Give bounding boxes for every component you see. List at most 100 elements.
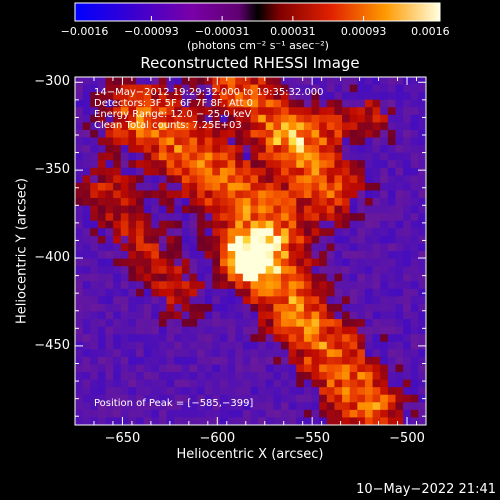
heatmap-cell xyxy=(181,122,191,131)
heatmap-cell xyxy=(197,205,206,214)
heatmap-cell xyxy=(403,84,412,93)
heatmap-cell xyxy=(189,122,198,131)
heatmap-cell xyxy=(281,326,290,335)
heatmap-cell xyxy=(189,84,198,93)
heatmap-cell xyxy=(151,92,160,101)
heatmap-cell xyxy=(151,122,160,131)
heatmap-cell xyxy=(212,296,221,305)
heatmap-cell xyxy=(364,182,374,192)
heatmap-cell xyxy=(311,266,320,275)
heatmap-cell xyxy=(227,281,236,290)
heatmap-cell xyxy=(212,175,221,184)
heatmap-cell xyxy=(258,379,267,388)
heatmap-cell xyxy=(281,198,290,207)
heatmap-cell xyxy=(265,243,274,252)
heatmap-cell xyxy=(265,417,274,425)
heatmap-cell xyxy=(227,341,236,350)
heatmap-cell xyxy=(189,372,198,381)
heatmap-cell xyxy=(189,92,198,101)
heatmap-cell xyxy=(235,114,244,123)
heatmap-cell xyxy=(151,311,160,320)
heatmap-cell xyxy=(250,281,259,290)
heatmap-cell xyxy=(326,182,336,192)
heatmap-cell xyxy=(166,273,175,282)
heatmap-cell xyxy=(319,77,328,86)
heatmap-cell xyxy=(151,220,160,229)
heatmap-cell xyxy=(219,372,229,381)
heatmap-cell xyxy=(410,107,419,116)
heatmap-cell xyxy=(319,334,328,343)
heatmap-cell xyxy=(204,160,213,169)
heatmap-cell xyxy=(136,220,145,229)
heatmap-cell xyxy=(75,251,84,260)
heatmap-cell xyxy=(174,99,183,108)
heatmap-cell xyxy=(90,311,99,320)
heatmap-cell xyxy=(387,167,397,176)
heatmap-cell xyxy=(90,107,99,116)
heatmap-cell xyxy=(235,220,244,229)
heatmap-cell xyxy=(288,379,297,388)
heatmap-cell xyxy=(82,167,91,176)
heatmap-cell xyxy=(342,243,351,252)
heatmap-cell xyxy=(204,266,213,275)
heatmap-cell xyxy=(349,145,358,154)
heatmap-cell xyxy=(219,129,229,139)
heatmap-cell xyxy=(311,364,320,373)
heatmap-cell xyxy=(197,349,206,358)
heatmap-cell xyxy=(166,356,175,366)
heatmap-cell xyxy=(258,175,267,184)
heatmap-cell xyxy=(273,114,282,123)
heatmap-cell xyxy=(82,319,91,328)
heatmap-cell xyxy=(372,213,381,222)
heatmap-cell xyxy=(166,137,175,146)
heatmap-cell xyxy=(250,243,259,252)
heatmap-cell xyxy=(357,296,366,305)
heatmap-cell xyxy=(82,364,91,373)
heatmap-cell xyxy=(189,326,198,335)
heatmap-cell xyxy=(90,92,99,101)
heatmap-cell xyxy=(288,152,297,161)
heatmap-cell xyxy=(75,92,84,101)
heatmap-cell xyxy=(158,409,168,419)
heatmap-cell xyxy=(136,77,145,86)
heatmap-cell xyxy=(189,167,198,176)
heatmap-cell xyxy=(189,228,198,237)
heatmap-cell xyxy=(219,243,229,252)
heatmap-cell xyxy=(166,220,175,229)
heatmap-cell xyxy=(372,175,381,184)
heatmap-cell xyxy=(342,319,351,328)
heatmap-cell xyxy=(143,281,152,290)
heatmap-cell xyxy=(181,402,191,411)
heatmap-cell xyxy=(403,356,412,366)
heatmap-cell xyxy=(174,107,183,116)
heatmap-cell xyxy=(296,266,305,275)
heatmap-cell xyxy=(97,372,107,381)
heatmap-cell xyxy=(82,303,91,313)
heatmap-cell xyxy=(105,175,114,184)
heatmap-cell xyxy=(181,326,191,335)
heatmap-cell xyxy=(250,417,259,425)
heatmap-cell xyxy=(181,198,191,207)
heatmap-cell xyxy=(189,251,198,260)
heatmap-cell xyxy=(143,319,152,328)
heatmap-cell xyxy=(281,266,290,275)
heatmap-cell xyxy=(113,84,122,93)
heatmap-cell xyxy=(250,356,259,366)
heatmap-cell xyxy=(258,409,267,419)
heatmap-cell xyxy=(181,77,191,86)
heatmap-cell xyxy=(349,273,358,282)
heatmap-cell xyxy=(219,114,229,123)
heatmap-cell xyxy=(143,288,152,297)
heatmap-cell xyxy=(349,175,358,184)
heatmap-cell xyxy=(410,152,419,161)
heatmap-cell xyxy=(281,84,290,93)
heatmap-cell xyxy=(235,182,244,192)
heatmap-cell xyxy=(204,394,213,403)
heatmap-cell xyxy=(174,175,183,184)
heatmap-cell xyxy=(120,417,130,425)
heatmap-cell xyxy=(372,319,381,328)
heatmap-cell xyxy=(128,251,137,260)
heatmap-cell xyxy=(342,311,351,320)
annotation-total-counts: Clean Total counts: 7.25E+03 xyxy=(94,120,242,131)
heatmap-cell xyxy=(334,281,343,290)
